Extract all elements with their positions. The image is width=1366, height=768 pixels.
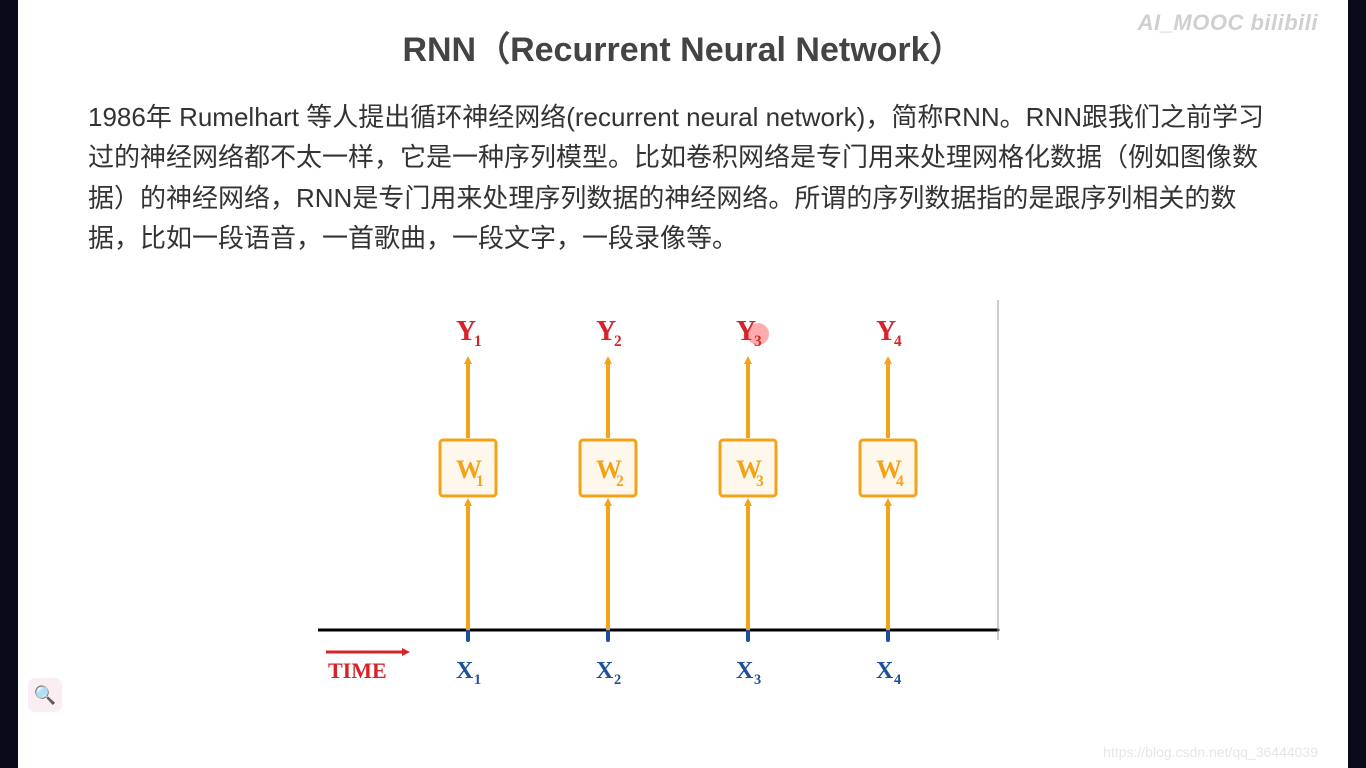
search-icon: 🔍 xyxy=(28,678,62,712)
svg-text:X: X xyxy=(876,658,894,684)
svg-text:X: X xyxy=(596,658,614,684)
svg-text:1: 1 xyxy=(474,672,481,688)
svg-text:TIME: TIME xyxy=(328,658,387,683)
search-icon-glyph: 🔍 xyxy=(34,685,56,706)
svg-text:1: 1 xyxy=(474,333,482,350)
svg-text:4: 4 xyxy=(894,333,902,350)
svg-text:3: 3 xyxy=(756,473,764,490)
rnn-diagram: TIMEW1Y1X1W2Y2X2W3Y3X3W4Y4X4 xyxy=(318,300,1038,720)
rnn-diagram-svg: TIMEW1Y1X1W2Y2X2W3Y3X3W4Y4X4 xyxy=(318,300,1038,720)
svg-text:X: X xyxy=(456,658,474,684)
watermark-top: AI_MOOC bilibili xyxy=(1138,10,1318,36)
svg-text:2: 2 xyxy=(614,333,622,350)
svg-text:X: X xyxy=(736,658,754,684)
slide-surface: AI_MOOC bilibili RNN（Recurrent Neural Ne… xyxy=(18,0,1348,768)
svg-text:3: 3 xyxy=(754,333,762,350)
svg-text:2: 2 xyxy=(616,473,624,490)
body-paragraph: 1986年 Rumelhart 等人提出循环神经网络(recurrent neu… xyxy=(88,97,1278,258)
svg-text:3: 3 xyxy=(754,672,761,688)
svg-text:1: 1 xyxy=(476,473,484,490)
svg-text:2: 2 xyxy=(614,672,621,688)
watermark-bottom: https://blog.csdn.net/qq_36444039 xyxy=(1103,744,1318,760)
svg-text:4: 4 xyxy=(896,473,904,490)
svg-text:4: 4 xyxy=(894,672,901,688)
